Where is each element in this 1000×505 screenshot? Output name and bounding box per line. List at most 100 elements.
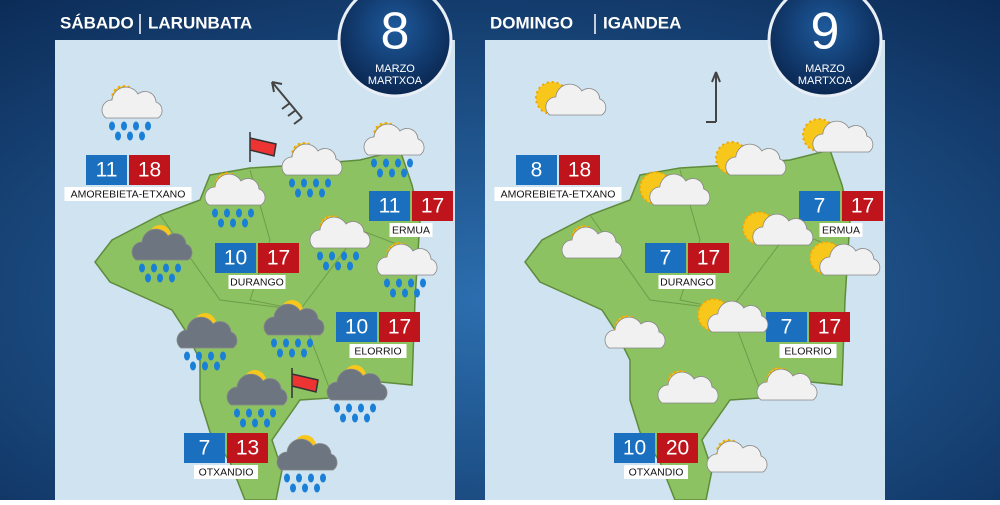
weather-icon xyxy=(697,298,769,333)
rain-drop xyxy=(145,273,151,283)
rain-drop xyxy=(258,408,264,418)
rain-drop xyxy=(169,273,175,283)
rain-drop xyxy=(340,413,346,423)
rain-drop xyxy=(325,178,331,188)
weather-icon xyxy=(176,313,238,371)
min-temp-box xyxy=(369,191,410,221)
cloud xyxy=(204,173,266,206)
city-label-bg xyxy=(658,275,716,289)
day-title: SÁBADO xyxy=(60,13,134,32)
rain-drop xyxy=(352,413,358,423)
rain-drop xyxy=(346,403,352,413)
cloud xyxy=(756,368,818,401)
cloud xyxy=(176,316,238,349)
rain-drop xyxy=(289,178,295,188)
weather-icon xyxy=(363,122,425,178)
city-label-bg xyxy=(349,344,407,358)
rain-drop xyxy=(317,251,323,261)
min-temp-box xyxy=(336,312,377,342)
rain-drop xyxy=(230,218,236,228)
min-temp: 7 xyxy=(660,247,672,270)
rain-drop xyxy=(370,403,376,413)
rain-drop xyxy=(358,403,364,413)
max-temp: 13 xyxy=(236,437,259,460)
month-eu: MARTXOA xyxy=(798,75,853,87)
max-temp-box xyxy=(227,433,268,463)
min-temp-box xyxy=(645,243,686,273)
weather-icon xyxy=(742,211,814,246)
wind-arrow xyxy=(271,81,303,125)
rain-drop xyxy=(127,131,133,141)
rain-drop xyxy=(390,288,396,298)
rain-drop xyxy=(139,131,145,141)
city-name: ELORRIO xyxy=(784,345,831,357)
weather-icon xyxy=(263,300,325,358)
max-temp: 20 xyxy=(666,437,689,460)
weather-icon xyxy=(756,367,818,401)
rain-drop xyxy=(319,188,325,198)
cloud xyxy=(657,371,719,404)
rain-drop xyxy=(121,121,127,131)
rain-drop xyxy=(212,208,218,218)
city-label-bg xyxy=(624,465,688,479)
rain-drop xyxy=(115,131,121,141)
rain-drop xyxy=(220,351,226,361)
max-temp: 17 xyxy=(388,316,411,339)
weather-icon xyxy=(657,370,719,404)
rain-drop xyxy=(396,278,402,288)
weather-icon xyxy=(326,365,388,423)
cloud xyxy=(725,143,787,176)
max-temp-box xyxy=(688,243,729,273)
rain-drop xyxy=(377,168,383,178)
cloud xyxy=(649,173,711,206)
min-temp-box xyxy=(184,433,225,463)
cloud xyxy=(561,226,623,259)
min-temp: 7 xyxy=(814,195,826,218)
rain-drop xyxy=(283,338,289,348)
max-temp-box xyxy=(842,191,883,221)
cloud xyxy=(226,373,288,406)
rain-drop xyxy=(323,261,329,271)
min-temp-box xyxy=(614,433,655,463)
city-label-bg xyxy=(819,223,863,237)
rain-drop xyxy=(277,348,283,358)
rain-drop xyxy=(145,121,151,131)
max-temp: 18 xyxy=(568,159,591,182)
rain-drop xyxy=(190,361,196,371)
max-temp-box xyxy=(809,312,850,342)
max-temp-box xyxy=(258,243,299,273)
min-temp-box xyxy=(516,155,557,185)
rain-drop xyxy=(284,473,290,483)
rain-drop xyxy=(334,403,340,413)
weather-icon xyxy=(561,225,623,259)
weather-icon xyxy=(802,118,874,153)
rain-drop xyxy=(420,278,426,288)
rain-drop xyxy=(208,351,214,361)
weather-icon xyxy=(376,242,438,298)
rain-drop xyxy=(184,351,190,361)
cloud xyxy=(276,438,338,471)
min-temp: 11 xyxy=(379,195,401,218)
city-label-bg xyxy=(494,187,622,201)
city-label-bg xyxy=(389,223,433,237)
cloud xyxy=(604,316,666,349)
weather-icon xyxy=(604,315,666,349)
boundary xyxy=(249,169,331,391)
rain-drop xyxy=(313,178,319,188)
cloud xyxy=(706,440,768,473)
min-temp: 7 xyxy=(781,316,793,339)
cloud xyxy=(819,243,881,276)
rain-drop xyxy=(307,338,313,348)
rain-drop xyxy=(341,251,347,261)
rain-drop xyxy=(395,158,401,168)
city-label-bg xyxy=(64,187,192,201)
cloud xyxy=(363,123,425,156)
rain-drop xyxy=(383,158,389,168)
rain-drop xyxy=(234,408,240,418)
weather-icon xyxy=(276,435,338,493)
rain-drop xyxy=(371,158,377,168)
min-temp-box xyxy=(215,243,256,273)
max-temp-box xyxy=(129,155,170,185)
max-temp-box xyxy=(657,433,698,463)
max-temp: 17 xyxy=(421,195,444,218)
